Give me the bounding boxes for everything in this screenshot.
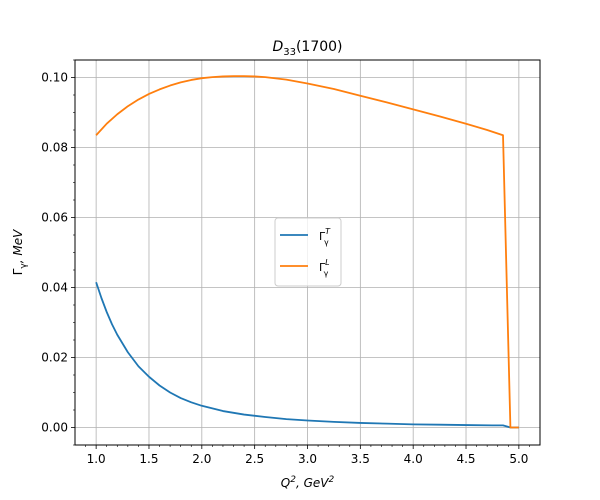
legend-label-longitudinal-main: Γ xyxy=(319,261,326,274)
y-tick-label: 0.06 xyxy=(41,211,68,225)
chart-title-main: D xyxy=(272,39,283,55)
y-tick-label: 0.00 xyxy=(41,421,68,435)
x-tick-label: 3.5 xyxy=(351,452,370,466)
y-axis-label-sub: γ xyxy=(19,263,29,269)
series-line-transverse xyxy=(95,281,519,429)
legend-label-longitudinal-sup: L xyxy=(325,258,329,267)
chart-title-sub: 33 xyxy=(283,47,296,58)
chart-title: D33(1700) xyxy=(272,39,342,58)
chart-title-rest: (1700) xyxy=(296,39,343,55)
x-axis-label-sup2: 2 xyxy=(328,475,334,485)
legend-label-longitudinal: ΓL γ xyxy=(319,258,330,278)
x-tick-label: 3.0 xyxy=(298,452,317,466)
series-group xyxy=(95,75,519,429)
legend-label-transverse-main: Γ xyxy=(319,230,326,243)
y-tick-label: 0.04 xyxy=(41,281,68,295)
x-tick-label: 2.0 xyxy=(192,452,211,466)
x-tick-label: 1.0 xyxy=(87,452,106,466)
x-tick-label: 5.0 xyxy=(509,452,528,466)
y-axis-label: Γγ, MeV xyxy=(11,229,29,275)
y-tick-label: 0.10 xyxy=(41,71,68,85)
legend-label-transverse-sup: T xyxy=(325,227,331,236)
x-tick-label: 1.5 xyxy=(139,452,158,466)
legend-label-transverse-sub: γ xyxy=(324,238,329,247)
x-axis-label-mid: , GeV xyxy=(296,476,329,490)
x-axis-label-base: Q xyxy=(281,476,290,490)
legend-box xyxy=(274,217,342,287)
x-tick-label: 2.5 xyxy=(245,452,264,466)
legend: ΓT γ ΓL γ xyxy=(274,217,342,287)
x-axis-label-sup1: 2 xyxy=(290,475,296,485)
legend-label-longitudinal-sub: γ xyxy=(324,269,329,278)
y-tick-label: 0.08 xyxy=(41,141,68,155)
ticks: 1.0 1.5 2.0 2.5 3.0 3.5 4.0 4.5 5.0 0.00 0.02 0.04 0… xyxy=(41,59,530,466)
series-line-longitudinal xyxy=(95,75,519,429)
y-axis-label-rest: , MeV xyxy=(11,229,25,263)
legend-label-transverse: ΓT γ xyxy=(319,227,331,247)
x-tick-label: 4.5 xyxy=(456,452,475,466)
y-axis-label-main: Γ xyxy=(11,268,25,275)
y-tick-label: 0.02 xyxy=(41,351,68,365)
x-tick-label: 4.0 xyxy=(404,452,423,466)
x-axis-label: Q2, GeV2 xyxy=(281,475,335,490)
